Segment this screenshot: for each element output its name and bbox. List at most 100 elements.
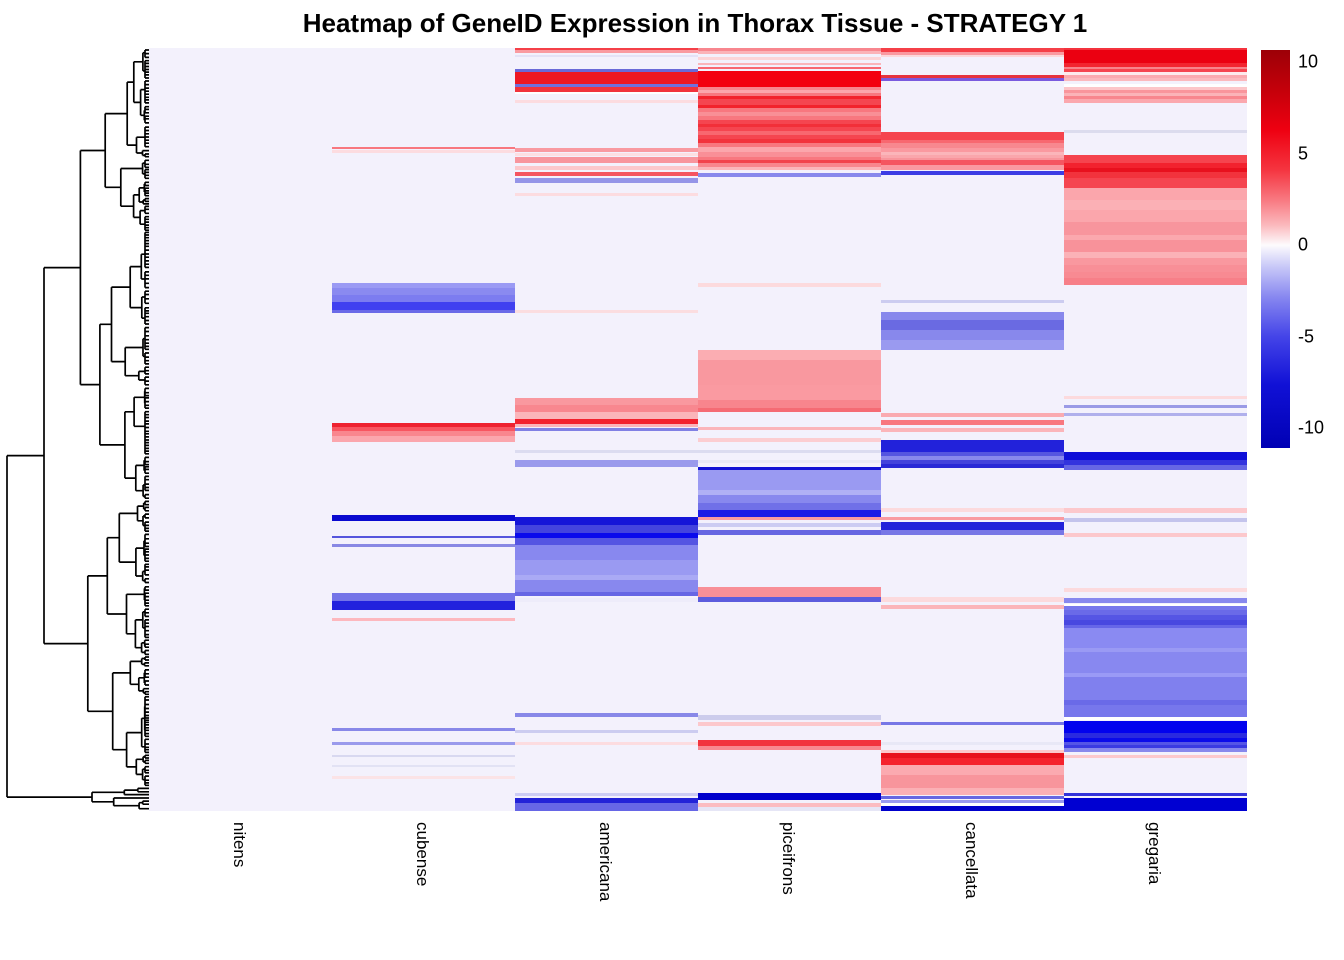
- heatmap-band: [1064, 272, 1247, 278]
- heatmap-band: [332, 728, 515, 731]
- heatmap-band: [1064, 240, 1247, 252]
- heatmap-band: [332, 310, 515, 313]
- heatmap-band: [1064, 518, 1247, 522]
- heatmap-band: [881, 155, 1064, 158]
- heatmap-band: [515, 157, 698, 163]
- heatmap-band: [332, 283, 515, 288]
- heatmap-band: [332, 515, 515, 521]
- heatmap-band: [698, 467, 881, 470]
- heatmap-band: [515, 580, 698, 592]
- heatmap-band: [881, 806, 1064, 811]
- heatmap-band: [515, 419, 698, 424]
- heatmap-band: [1064, 178, 1247, 188]
- heatmap-band: [698, 163, 881, 167]
- heatmap-band: [698, 147, 881, 152]
- heatmap-band: [515, 72, 698, 84]
- heatmap-band: [698, 530, 881, 535]
- heatmap-band: [698, 283, 881, 287]
- heatmap-band: [881, 605, 1064, 609]
- heatmap-column-cancellata: [881, 48, 1064, 811]
- heatmap-band: [1064, 738, 1247, 742]
- heatmap-band: [1064, 396, 1247, 399]
- heatmap-band: [698, 139, 881, 143]
- heatmap-band: [698, 87, 881, 90]
- heatmap-band: [881, 508, 1064, 512]
- heatmap-band: [1064, 222, 1247, 235]
- heatmap-band: [1064, 588, 1247, 592]
- column-label-piceifrons: piceifrons: [778, 822, 798, 895]
- heatmap-band: [698, 495, 881, 503]
- heatmap-band: [698, 67, 881, 69]
- heatmap-band: [1064, 99, 1247, 103]
- heatmap-band: [332, 765, 515, 767]
- heatmap-band: [515, 69, 698, 72]
- heatmap-band: [698, 385, 881, 400]
- heatmap-band: [698, 127, 881, 131]
- heatmap-band: [698, 722, 881, 726]
- heatmap-band: [881, 597, 1064, 602]
- heatmap-band: [515, 424, 698, 427]
- heatmap-band: [1064, 278, 1247, 285]
- heatmap-band: [698, 746, 881, 750]
- heatmap-band: [698, 490, 881, 495]
- heatmap-band: [515, 48, 698, 50]
- heatmap-band: [881, 758, 1064, 765]
- heatmap-band: [1064, 210, 1247, 222]
- heatmap-band: [1064, 465, 1247, 470]
- heatmap-band: [881, 158, 1064, 160]
- column-label-cancellata: cancellata: [961, 822, 981, 899]
- heatmap-band: [698, 470, 881, 490]
- heatmap-band: [698, 93, 881, 96]
- heatmap-band: [881, 140, 1064, 143]
- heatmap-band: [332, 147, 515, 149]
- heatmap-band: [515, 92, 698, 94]
- heatmap-band: [698, 350, 881, 360]
- heatmap-band: [881, 722, 1064, 725]
- heatmap-band: [881, 456, 1064, 460]
- heatmap-band: [881, 517, 1064, 520]
- heatmap-band: [698, 597, 881, 602]
- colorbar-tick-5: 5: [1298, 143, 1309, 163]
- heatmap-band: [698, 360, 881, 385]
- heatmap-band: [881, 55, 1064, 57]
- heatmap-band: [1064, 93, 1247, 96]
- heatmap-band: [1064, 163, 1247, 168]
- heatmap-band: [515, 148, 698, 152]
- heatmap-band: [515, 460, 698, 467]
- heatmap-band: [698, 517, 881, 520]
- heatmap-band: [881, 750, 1064, 753]
- heatmap-band: [1064, 508, 1247, 513]
- heatmap-band: [1064, 604, 1247, 606]
- heatmap-band: [698, 807, 881, 811]
- heatmap-band: [1064, 705, 1247, 717]
- colorbar-gradient: [1261, 50, 1290, 448]
- heatmap-band: [698, 523, 881, 527]
- heatmap-band: [698, 108, 881, 112]
- heatmap-band: [515, 533, 698, 538]
- heatmap-band: [515, 560, 698, 575]
- heatmap-band: [881, 312, 1064, 320]
- heatmap-band: [881, 143, 1064, 148]
- heatmap-band: [515, 592, 698, 596]
- heatmap-band: [1064, 673, 1247, 677]
- heatmap-band: [698, 587, 881, 597]
- colorbar-tick--10: -10: [1298, 417, 1325, 438]
- heatmap-band: [698, 510, 881, 517]
- heatmap-band: [332, 431, 515, 436]
- heatmap-band: [515, 428, 698, 431]
- heatmap-band: [881, 48, 1064, 52]
- heatmap-band: [515, 178, 698, 183]
- heatmap-band: [1064, 252, 1247, 258]
- heatmap-band: [1064, 625, 1247, 628]
- heatmap-band: [881, 340, 1064, 350]
- heatmap-band: [1064, 130, 1247, 133]
- heatmap-band: [881, 452, 1064, 456]
- heatmap-band: [698, 503, 881, 510]
- heatmap-band: [515, 55, 698, 57]
- column-label-americana: americana: [595, 822, 615, 902]
- heatmap-band: [698, 71, 881, 87]
- heatmap-band: [1064, 610, 1247, 615]
- column-label-nitens: nitens: [229, 822, 249, 868]
- heatmap-band: [881, 171, 1064, 175]
